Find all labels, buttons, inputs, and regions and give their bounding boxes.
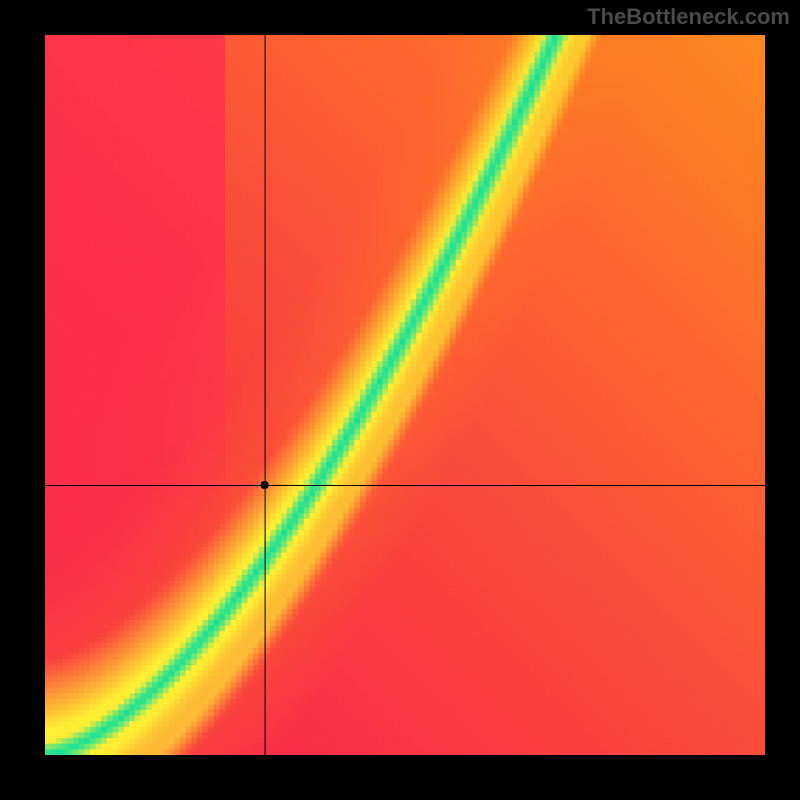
chart-container: TheBottleneck.com [0, 0, 800, 800]
heatmap-canvas [45, 35, 765, 755]
watermark-text: TheBottleneck.com [587, 4, 790, 30]
heatmap-plot-area [45, 35, 765, 755]
